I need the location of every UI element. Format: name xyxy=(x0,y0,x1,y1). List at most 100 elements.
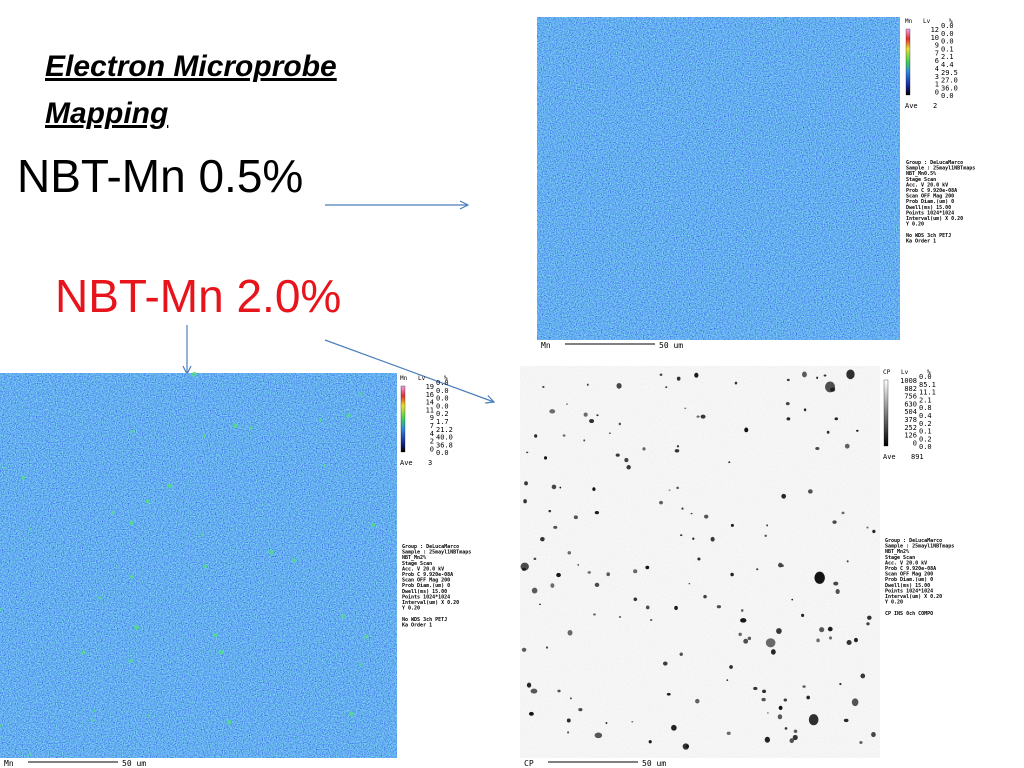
color-bar xyxy=(883,379,889,447)
map-particle xyxy=(645,565,650,570)
info-line: Stage Scan xyxy=(906,177,936,183)
map-speck xyxy=(29,527,33,531)
map-particle xyxy=(839,682,842,686)
legend-ave: Ave xyxy=(905,102,918,110)
info-line: Prob Diam.(um) 0 xyxy=(885,577,933,583)
map-speck xyxy=(0,607,2,611)
map-particle xyxy=(624,457,629,463)
map-particle xyxy=(866,526,869,529)
info-line: Sample : 25mayl1NBTmaps xyxy=(885,544,954,550)
map-particle xyxy=(534,434,538,438)
info-line: No WDS 3ch PETJ xyxy=(402,617,447,623)
map-speck xyxy=(233,423,238,429)
map-particle xyxy=(816,376,819,380)
map-particle xyxy=(835,589,840,595)
map-speck xyxy=(145,499,151,504)
map-particle xyxy=(626,465,631,470)
map-particle xyxy=(631,721,634,723)
map-particle xyxy=(860,673,866,679)
sample-label: NBT-Mn 2.0% xyxy=(55,270,341,322)
legend-percent: 11.1 xyxy=(919,389,936,397)
map-particle xyxy=(738,632,742,637)
legend-percent: 0.8 xyxy=(919,404,932,412)
map-speck xyxy=(346,413,351,418)
map-particle xyxy=(696,415,700,418)
legend-ave-value: 2 xyxy=(933,102,937,110)
map-particle xyxy=(608,432,611,435)
map-speck xyxy=(340,614,345,619)
info-line: Points 1024*1024 xyxy=(402,594,450,600)
info-line: Points 1024*1024 xyxy=(885,588,933,594)
map-particle xyxy=(566,718,571,723)
map-particle xyxy=(697,557,701,561)
map-particle xyxy=(829,636,832,640)
legend-level: 378 xyxy=(904,416,917,424)
legend-level: 0 xyxy=(935,88,939,96)
map-particle xyxy=(815,447,820,451)
legend-level: 12 xyxy=(931,26,939,34)
map-particle xyxy=(741,609,744,612)
info-line: NBT_Mn2% xyxy=(885,549,909,555)
map-particle xyxy=(694,372,699,378)
map-speck xyxy=(364,634,369,639)
map-particle xyxy=(844,443,850,449)
color-bar xyxy=(905,28,911,96)
legend-percent: 0.0 xyxy=(436,449,449,457)
map-speck xyxy=(167,483,173,489)
map-speck xyxy=(359,392,363,396)
map-particle xyxy=(557,689,561,693)
map-particle xyxy=(792,734,798,741)
map-particle xyxy=(526,451,529,454)
legend-level: 756 xyxy=(904,393,917,401)
map-particle xyxy=(803,408,807,412)
map-particle xyxy=(606,572,610,577)
map-particle xyxy=(605,721,608,725)
map-speck xyxy=(322,464,326,468)
map-speck xyxy=(202,564,207,569)
map-speck xyxy=(134,625,140,630)
map-particle xyxy=(583,439,586,442)
slide-title: Mapping xyxy=(45,97,168,130)
info-line: Dwell(ms) 15.00 xyxy=(402,589,447,595)
map-particle xyxy=(761,697,766,702)
map-particle xyxy=(570,697,572,700)
legend-level: 19 xyxy=(426,383,434,391)
info-line: Group : DeLucaMarco xyxy=(906,160,963,166)
map-particle xyxy=(823,374,827,377)
map-particle xyxy=(767,712,769,714)
map-particle xyxy=(594,510,600,515)
map-speck xyxy=(110,510,115,515)
map-particle xyxy=(633,597,638,602)
map-particle xyxy=(786,378,790,382)
info-line: Interval(um) X 0.20 xyxy=(906,216,963,222)
legend-element: Mn xyxy=(400,375,408,382)
map-particle xyxy=(553,525,558,529)
map-particle xyxy=(808,714,819,726)
map-particle xyxy=(793,729,798,733)
legend-percent: 0.2 xyxy=(436,410,449,418)
legend-element: CP xyxy=(883,369,891,376)
map-speck xyxy=(213,633,218,638)
map-particle xyxy=(872,529,876,534)
map-particle xyxy=(764,534,767,537)
map-particle xyxy=(589,419,595,424)
info-line: Sample : 25mayl1NBTmaps xyxy=(402,550,471,556)
map-particle xyxy=(802,685,806,688)
map-particle xyxy=(594,582,600,587)
map-particle xyxy=(765,638,776,648)
map-speck xyxy=(348,711,354,717)
map-particle xyxy=(743,638,749,644)
map-particle xyxy=(659,500,663,505)
map-particle xyxy=(540,536,545,542)
scale-strip xyxy=(537,340,900,350)
map-speck xyxy=(130,429,134,433)
info-line: Dwell(ms) 15.00 xyxy=(885,583,930,589)
info-line: Prob Diam.(um) 0 xyxy=(402,583,450,589)
map-particle xyxy=(826,430,830,434)
legend-pct: % xyxy=(444,375,448,382)
map-particle xyxy=(577,563,580,566)
map-particle xyxy=(695,698,700,704)
legend-percent: 29.5 xyxy=(941,69,958,77)
map-speck xyxy=(129,520,134,526)
